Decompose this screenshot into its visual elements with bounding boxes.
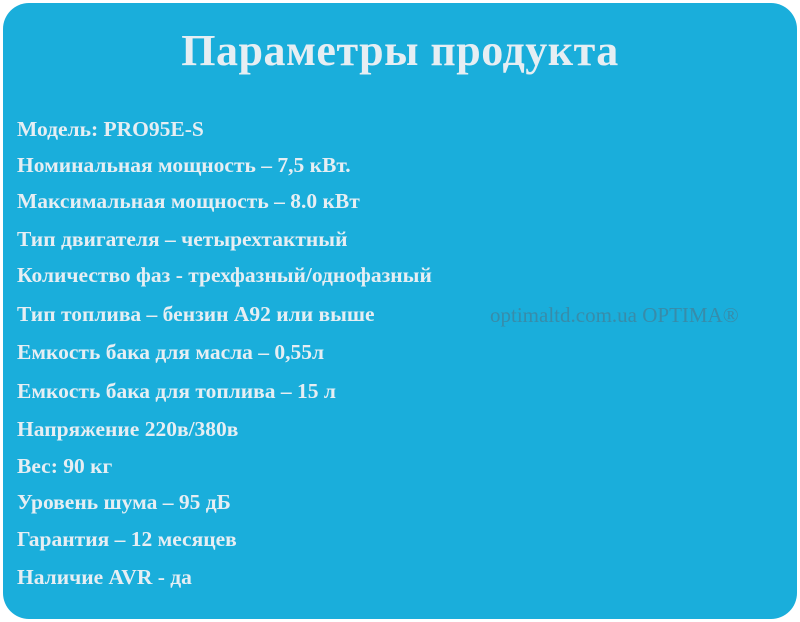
product-parameters-card: Параметры продукта Модель: PRO95E-S Номи…: [3, 3, 797, 619]
spec-warranty: Гарантия – 12 месяцев: [17, 527, 237, 551]
spec-oil-tank: Емкость бака для масла – 0,55л: [17, 340, 325, 364]
watermark: optimaltd.com.ua OPTIMA®: [490, 303, 739, 327]
card-title: Параметры продукта: [181, 26, 619, 75]
spec-model: Модель: PRO95E-S: [17, 117, 204, 141]
spec-fuel-tank: Емкость бака для топлива – 15 л: [17, 379, 336, 403]
spec-phases: Количество фаз - трехфазный/однофазный: [17, 263, 432, 287]
spec-avr: Наличие AVR - да: [17, 565, 192, 589]
spec-fuel-type: Тип топлива – бензин А92 или выше: [17, 302, 375, 326]
spec-voltage: Напряжение 220в/380в: [17, 417, 239, 441]
spec-rated-power: Номинальная мощность – 7,5 кВт.: [17, 153, 351, 177]
spec-weight: Вес: 90 кг: [17, 454, 113, 478]
spec-engine-type: Тип двигателя – четырехтактный: [17, 227, 348, 251]
spec-noise: Уровень шума – 95 дБ: [17, 490, 231, 514]
spec-max-power: Максимальная мощность – 8.0 кВт: [17, 189, 360, 213]
